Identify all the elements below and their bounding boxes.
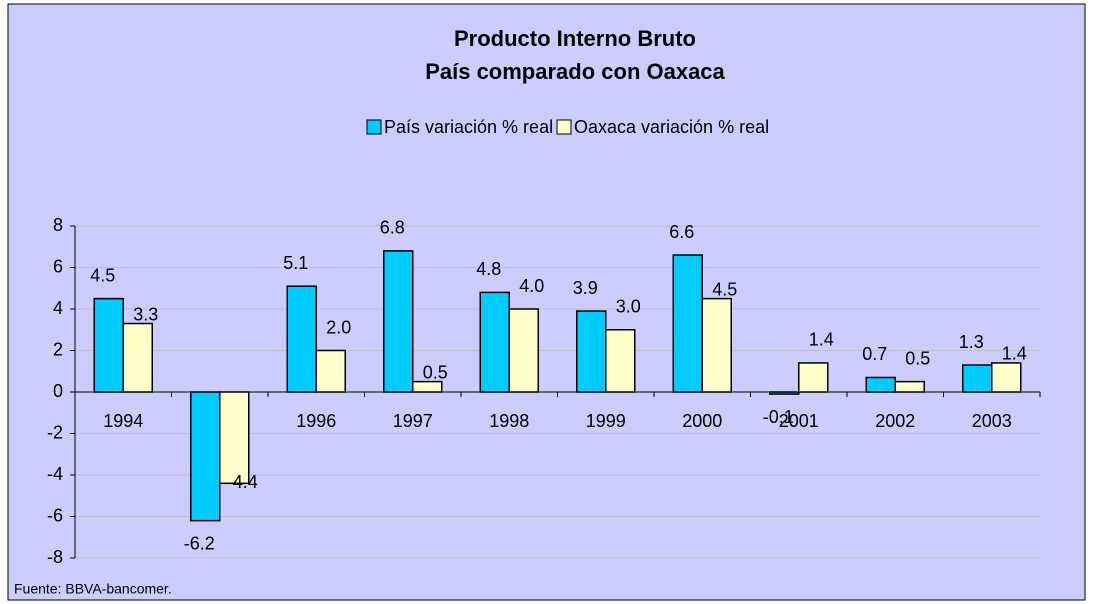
y-tick-label: -6	[47, 505, 63, 525]
data-label: 1.4	[809, 330, 834, 350]
bar	[190, 391, 221, 522]
bar	[479, 291, 510, 393]
bar	[412, 380, 443, 393]
bar	[93, 297, 124, 393]
bar	[991, 362, 1022, 393]
data-label: 1.4	[1002, 344, 1027, 364]
data-label: 6.6	[669, 222, 694, 242]
x-tick-label: 1996	[296, 411, 336, 431]
data-label: -4.4	[227, 472, 258, 492]
data-label: 3.3	[133, 304, 158, 324]
chart-background	[7, 3, 1086, 601]
y-tick-label: 0	[53, 381, 63, 401]
x-tick-label: 1999	[586, 411, 626, 431]
bar	[315, 349, 346, 393]
data-label: 4.5	[90, 265, 115, 285]
data-label: -0.1	[763, 407, 794, 427]
data-label: 0.5	[905, 348, 930, 368]
data-label: 4.0	[519, 276, 544, 296]
y-tick-label: 2	[53, 339, 63, 359]
bar	[383, 250, 414, 393]
bar	[701, 297, 732, 393]
legend-swatch	[366, 119, 382, 135]
data-label: 2.0	[326, 317, 351, 337]
data-label: 0.7	[862, 344, 887, 364]
data-label: 3.0	[616, 297, 641, 317]
bar	[769, 391, 800, 395]
y-tick-label: -8	[47, 547, 63, 567]
x-tick-label: 1997	[393, 411, 433, 431]
legend-label: Oaxaca variación % real	[574, 117, 769, 137]
x-tick-label: 1998	[489, 411, 529, 431]
y-tick-label: -2	[47, 422, 63, 442]
bar	[219, 391, 250, 485]
data-label: 5.1	[283, 253, 308, 273]
bar	[894, 380, 925, 393]
bar	[122, 322, 153, 393]
x-tick-label: 2003	[972, 411, 1012, 431]
y-tick-label: 6	[53, 256, 63, 276]
chart-subtitle: País comparado con Oaxaca	[425, 59, 725, 84]
x-tick-label: 2002	[875, 411, 915, 431]
chart-title: Producto Interno Bruto	[454, 26, 696, 51]
x-tick-label: 2000	[682, 411, 722, 431]
y-tick-label: -4	[47, 464, 63, 484]
data-label: 3.9	[573, 278, 598, 298]
source-note: Fuente: BBVA-bancomer.	[14, 581, 172, 597]
bar	[576, 310, 607, 393]
bar	[865, 376, 896, 393]
data-label: 6.8	[380, 218, 405, 238]
data-label: -6.2	[184, 533, 215, 553]
data-label: 4.8	[476, 259, 501, 279]
bar	[798, 362, 829, 393]
bar	[508, 308, 539, 393]
bar	[672, 254, 703, 393]
legend-label: País variación % real	[384, 117, 553, 137]
bar	[286, 285, 317, 393]
legend-swatch	[556, 119, 572, 135]
y-tick-label: 8	[53, 215, 63, 235]
bar	[962, 364, 993, 393]
x-tick-label: 1994	[103, 411, 143, 431]
bar	[605, 329, 636, 393]
y-tick-label: 4	[53, 298, 63, 318]
data-label: 4.5	[712, 279, 737, 299]
data-label: 1.3	[959, 332, 984, 352]
x-tick-label: 2001	[779, 411, 819, 431]
data-label: 0.5	[423, 362, 448, 382]
